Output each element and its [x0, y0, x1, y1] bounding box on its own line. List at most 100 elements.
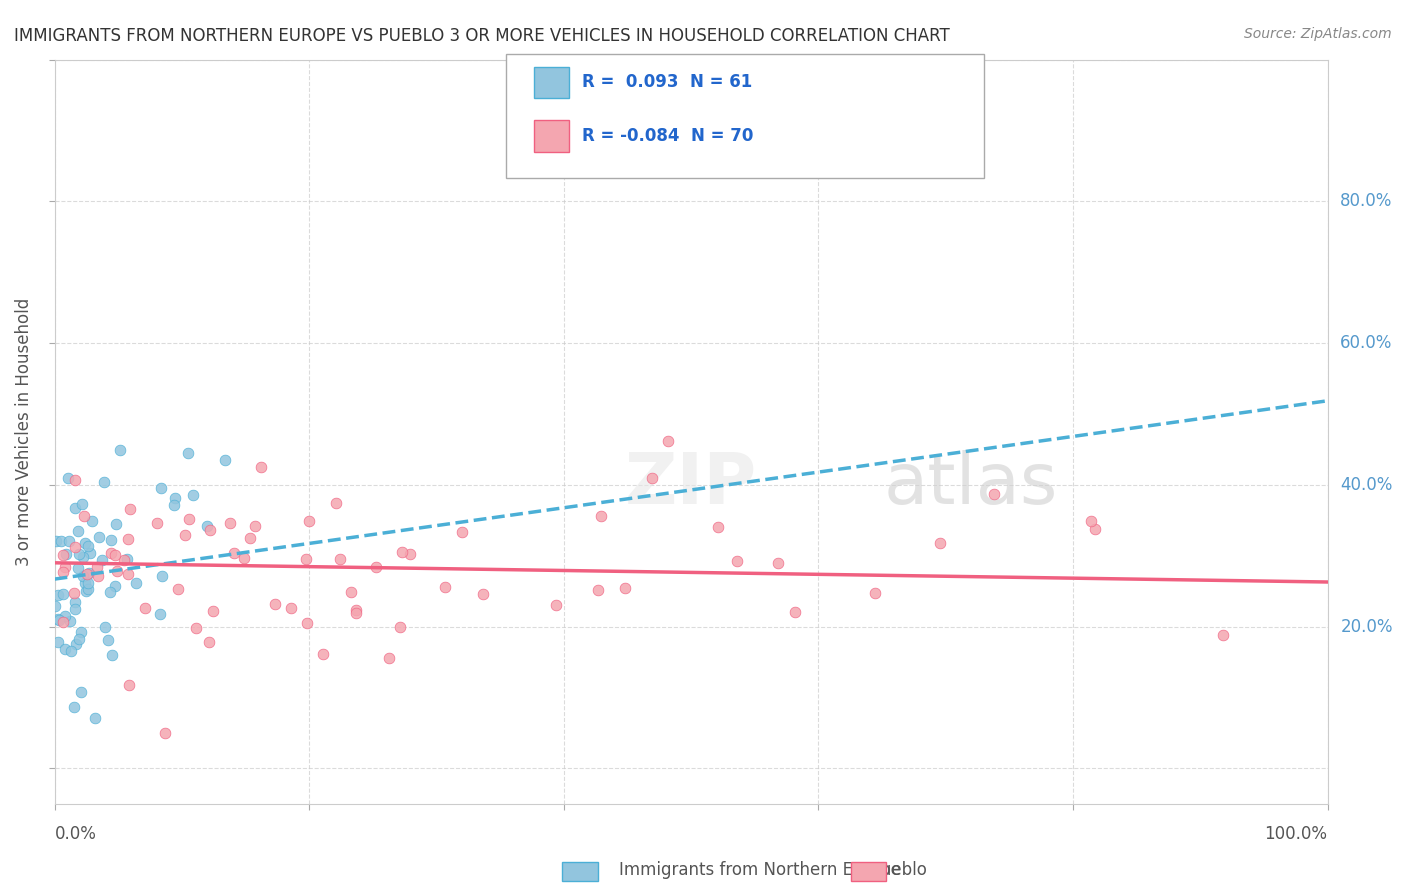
- Point: [1080, 515, 1102, 529]
- Point: [63, 473, 86, 487]
- Point: [149, 607, 172, 622]
- Point: [389, 620, 412, 634]
- Point: [163, 499, 186, 513]
- Point: [60, 644, 83, 658]
- Point: [1212, 628, 1234, 642]
- Point: [657, 434, 679, 449]
- Point: [97, 632, 120, 647]
- Point: [364, 560, 387, 574]
- Y-axis label: 3 or more Vehicles in Household: 3 or more Vehicles in Household: [15, 298, 32, 566]
- Point: [766, 556, 789, 570]
- Text: ZIP: ZIP: [624, 450, 758, 519]
- Point: [108, 443, 131, 458]
- Point: [63, 602, 86, 616]
- Text: atlas: atlas: [884, 450, 1059, 519]
- Point: [219, 516, 242, 530]
- Point: [52, 587, 75, 601]
- Point: [312, 647, 335, 661]
- Point: [865, 586, 887, 600]
- Point: [177, 446, 200, 460]
- Point: [100, 546, 122, 560]
- Point: [73, 509, 96, 524]
- Point: [77, 566, 100, 580]
- Point: [63, 700, 86, 714]
- Point: [245, 519, 267, 533]
- Point: [124, 576, 146, 591]
- Point: [46, 634, 69, 648]
- Point: [82, 514, 104, 528]
- Point: [214, 453, 236, 467]
- Point: [76, 582, 98, 596]
- Point: [100, 533, 122, 547]
- Point: [546, 599, 568, 613]
- Point: [783, 605, 806, 619]
- Point: [46, 612, 69, 626]
- Point: [134, 600, 156, 615]
- Point: [198, 635, 221, 649]
- Point: [52, 548, 75, 562]
- Text: R =  0.093  N = 61: R = 0.093 N = 61: [582, 73, 752, 91]
- Point: [707, 520, 730, 534]
- Point: [72, 550, 94, 565]
- Point: [928, 536, 950, 550]
- Point: [339, 585, 361, 599]
- Point: [44, 599, 66, 614]
- Point: [105, 516, 128, 531]
- Point: [177, 512, 200, 526]
- Point: [67, 524, 90, 538]
- Point: [55, 547, 77, 561]
- Text: 0.0%: 0.0%: [55, 825, 97, 843]
- Point: [46, 589, 69, 603]
- Point: [167, 582, 190, 596]
- Point: [344, 607, 367, 621]
- Point: [115, 552, 138, 566]
- Point: [104, 580, 127, 594]
- Point: [63, 501, 86, 516]
- Text: 40.0%: 40.0%: [1340, 475, 1393, 494]
- Point: [89, 530, 111, 544]
- Point: [222, 546, 245, 560]
- Point: [63, 586, 86, 600]
- Text: Pueblo: Pueblo: [872, 861, 928, 879]
- Point: [174, 528, 197, 542]
- Point: [181, 488, 204, 502]
- Point: [295, 552, 318, 566]
- Point: [70, 497, 93, 511]
- Point: [94, 620, 117, 634]
- Point: [165, 491, 187, 505]
- Point: [280, 601, 302, 615]
- Point: [250, 459, 273, 474]
- Point: [118, 678, 141, 692]
- Point: [591, 509, 613, 524]
- Point: [329, 552, 352, 566]
- Point: [65, 638, 87, 652]
- Point: [52, 566, 75, 580]
- Point: [76, 575, 98, 590]
- Point: [263, 598, 285, 612]
- Point: [201, 604, 224, 618]
- Point: [613, 582, 636, 596]
- Point: [105, 565, 128, 579]
- Point: [112, 552, 135, 566]
- Point: [84, 711, 107, 725]
- Point: [725, 554, 748, 568]
- Text: R = -0.084  N = 70: R = -0.084 N = 70: [582, 128, 754, 145]
- Point: [52, 615, 75, 629]
- Point: [471, 587, 494, 601]
- Point: [101, 648, 124, 663]
- Point: [433, 580, 456, 594]
- Text: Source: ZipAtlas.com: Source: ZipAtlas.com: [1244, 27, 1392, 41]
- Point: [75, 583, 97, 598]
- Point: [325, 496, 347, 510]
- Text: 60.0%: 60.0%: [1340, 334, 1393, 352]
- Point: [297, 514, 319, 528]
- Point: [641, 471, 664, 485]
- Point: [233, 551, 256, 566]
- Point: [75, 575, 97, 590]
- Point: [378, 651, 401, 665]
- Point: [76, 567, 98, 582]
- Point: [195, 519, 218, 533]
- Point: [72, 568, 94, 582]
- Point: [67, 561, 90, 575]
- Text: Immigrants from Northern Europe: Immigrants from Northern Europe: [619, 861, 900, 879]
